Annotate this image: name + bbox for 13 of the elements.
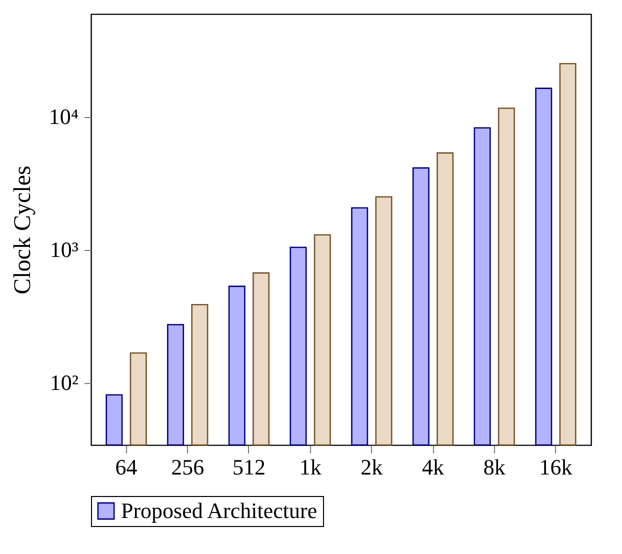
x-tick-label: 1k xyxy=(299,454,322,480)
x-tick-label: 8k xyxy=(483,454,506,480)
x-tick-label: 2k xyxy=(360,454,383,480)
x-tick-label: 256 xyxy=(171,454,204,480)
x-tick-label: 64 xyxy=(115,454,138,480)
y-tick-label: 10³ xyxy=(50,237,79,262)
x-tick-label: 512 xyxy=(232,454,266,480)
y-tick-label: 10² xyxy=(50,370,79,396)
y-axis-title: Clock Cycles xyxy=(10,166,36,294)
x-tick-label: 4k xyxy=(422,454,444,480)
x-tick-label: 16k xyxy=(539,454,572,480)
y-tick-label: 10⁴ xyxy=(48,104,79,130)
legend-label: Proposed Architecture xyxy=(121,498,318,523)
